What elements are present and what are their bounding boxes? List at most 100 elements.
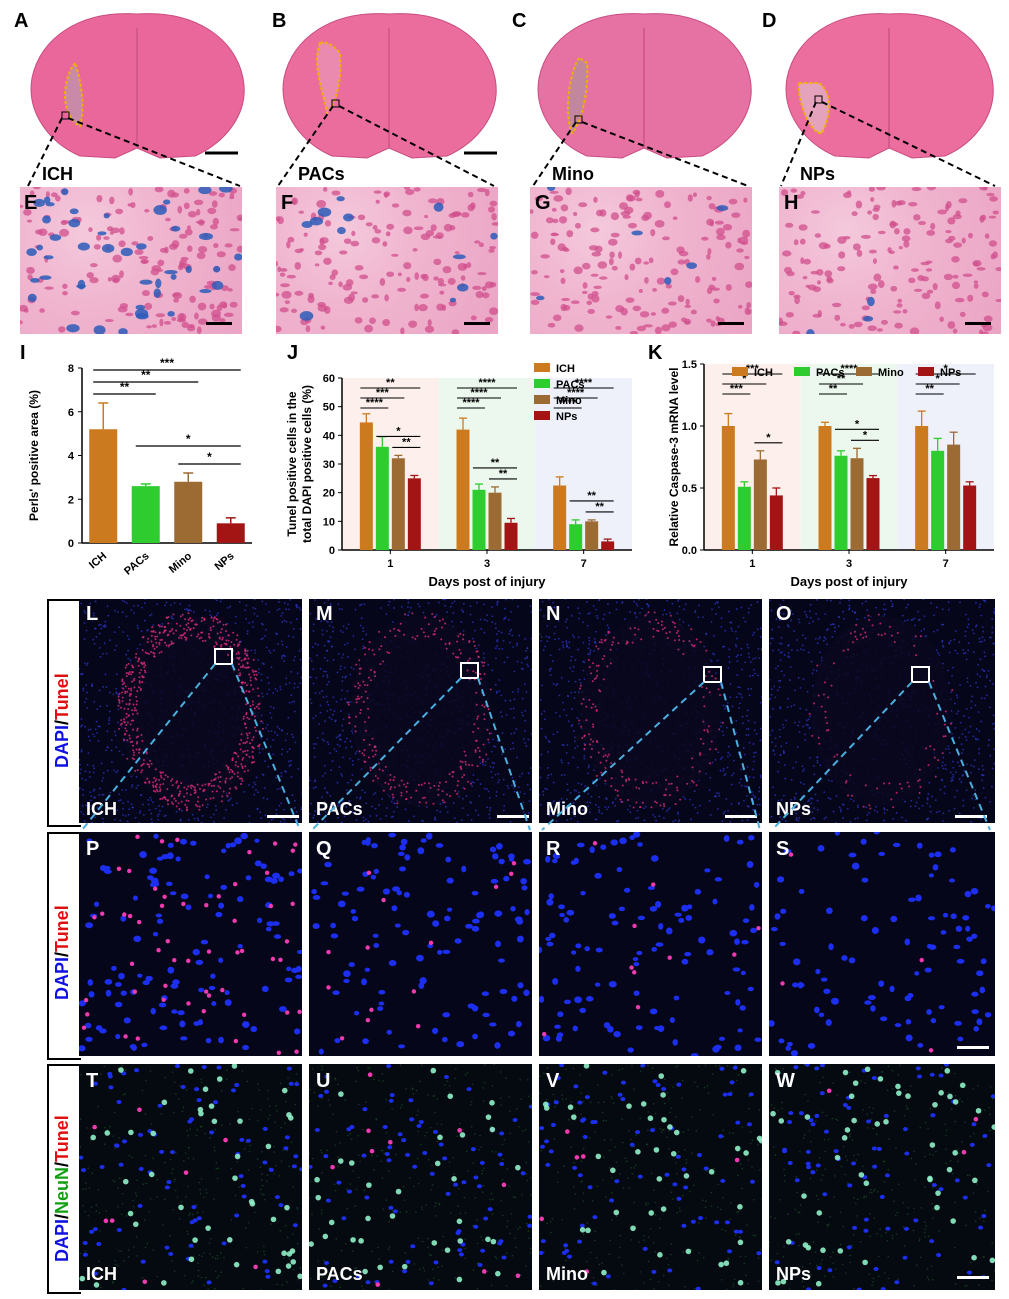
nucleus [424, 325, 435, 333]
tunel-dot [244, 648, 247, 651]
nucleus [382, 241, 388, 247]
iron-deposit [26, 248, 37, 257]
dapi-dot [486, 619, 489, 622]
nucleus [197, 318, 208, 325]
nucleus [706, 195, 712, 201]
dapi-dot [322, 696, 325, 699]
dapi-dot [173, 602, 176, 604]
tunel-dot [146, 763, 149, 766]
dapi-dot [323, 602, 326, 604]
nucleus [876, 187, 886, 191]
tunel-dot [190, 619, 193, 622]
nucleus [147, 236, 154, 242]
nucleus [976, 267, 986, 271]
group-label-ich: ICH [42, 164, 73, 184]
iron-deposit [134, 308, 149, 319]
panel-label-g: G [535, 192, 551, 214]
y-tick-label: 30 [323, 459, 335, 471]
tunel-dot [167, 799, 170, 802]
tunel-dot [225, 630, 228, 633]
x-tick-label: 1 [749, 558, 755, 570]
bar-nps-day3 [866, 478, 880, 550]
nucleus [186, 325, 196, 332]
dapi-dot [324, 811, 327, 813]
nucleus [782, 250, 792, 257]
dapi-dot [329, 795, 332, 797]
tunel-dot [123, 707, 126, 710]
dapi-dot [79, 763, 81, 766]
dapi-dot [268, 821, 271, 823]
dapi-dot [255, 789, 257, 791]
bar-nps [216, 523, 245, 543]
dapi-dot [283, 808, 285, 811]
iron-deposit [77, 279, 86, 290]
bar-ich-day3 [456, 429, 470, 550]
dapi-dot [294, 741, 297, 744]
y-tick-label: 20 [323, 488, 335, 500]
iron-deposit [343, 213, 354, 222]
nucleus [655, 190, 665, 198]
tunel-dot [159, 790, 162, 793]
tunel-dot [152, 789, 155, 792]
dapi-dot [109, 639, 111, 642]
dapi-dot [121, 753, 124, 756]
tunel-dot [253, 707, 256, 710]
tunel-dot [229, 645, 232, 648]
dapi-dot [519, 791, 522, 793]
tunel-dot [128, 699, 131, 702]
nucleus [391, 253, 399, 257]
nucleus [443, 223, 453, 232]
nucleus [375, 199, 380, 204]
tunel-dot [156, 790, 159, 793]
dapi-dot [514, 780, 517, 783]
perls-histology-ich [20, 187, 242, 334]
dapi-dot [326, 683, 329, 686]
dapi-dot [107, 614, 110, 617]
dapi-dot [527, 665, 530, 668]
dapi-dot [116, 692, 118, 695]
nucleus [305, 325, 311, 333]
tunel-dot [164, 774, 167, 777]
tunel-dot [150, 630, 153, 633]
tunel-dot [185, 799, 188, 802]
nucleus [128, 188, 133, 196]
tunel-dot [172, 613, 175, 616]
nucleus [212, 217, 219, 226]
tunel-dot [163, 796, 166, 799]
dapi-dot [356, 805, 359, 807]
tunel-dot [252, 747, 255, 750]
tunel-dot [241, 779, 244, 782]
y-tick-label: 2 [68, 494, 74, 506]
nucleus [891, 199, 897, 208]
tunel-dot [197, 800, 200, 803]
tunel-dot [162, 782, 165, 785]
dapi-dot [147, 629, 149, 631]
nucleus [714, 220, 724, 225]
zoom-lines-top [27, 101, 996, 187]
tunel-dot [175, 622, 178, 625]
dapi-dot [185, 608, 188, 610]
tunel-dot [261, 727, 264, 730]
nucleus [785, 311, 794, 318]
significance-label: ** [402, 436, 411, 448]
dapi-dot [104, 673, 107, 676]
tunel-dot [253, 760, 256, 763]
dapi-dot [152, 624, 155, 627]
nucleus [176, 318, 186, 323]
dapi-dot [260, 679, 263, 682]
tunel-dot [125, 716, 128, 719]
significance-label: ** [925, 383, 934, 395]
nucleus [461, 212, 470, 218]
nucleus [491, 213, 497, 221]
dapi-dot [355, 750, 358, 753]
dapi-dot [261, 600, 264, 603]
dapi-dot [92, 638, 95, 641]
nucleus [298, 210, 305, 214]
nucleus [921, 276, 930, 282]
tunel-dot [178, 790, 181, 793]
tunel-dot [154, 790, 157, 793]
dapi-dot [450, 620, 453, 623]
nucleus [816, 280, 821, 285]
dapi-dot [427, 602, 430, 604]
